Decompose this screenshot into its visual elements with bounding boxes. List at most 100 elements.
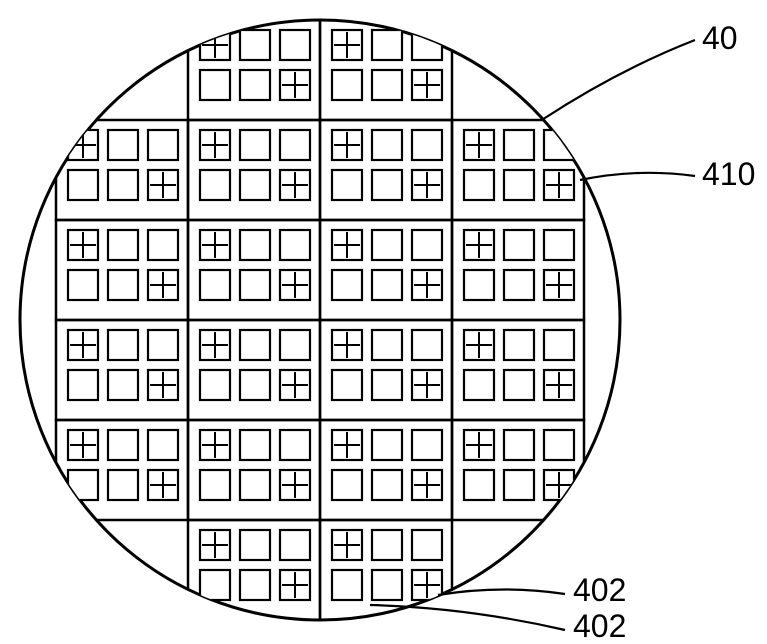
- exposure-field: [188, 420, 320, 520]
- die-plain: [148, 230, 178, 260]
- die-plain: [372, 30, 402, 60]
- die-plain: [412, 230, 442, 260]
- die-plain: [108, 270, 138, 300]
- exposure-field: [56, 220, 188, 320]
- die-plain: [412, 130, 442, 160]
- die-plain: [372, 170, 402, 200]
- wafer-leader: [543, 40, 695, 119]
- die-plain: [108, 370, 138, 400]
- exposure-field: [320, 220, 452, 320]
- die-plain: [544, 130, 574, 160]
- die-plain: [504, 270, 534, 300]
- die-plain: [280, 530, 310, 560]
- die-plain: [372, 130, 402, 160]
- die-plain: [200, 170, 230, 200]
- die-plain: [464, 370, 494, 400]
- die-plain: [332, 470, 362, 500]
- die-plain: [332, 570, 362, 600]
- exposure-field: [188, 120, 320, 220]
- die-plain: [412, 430, 442, 460]
- die-plain: [240, 570, 270, 600]
- wafer-label: 40: [702, 20, 738, 56]
- die-plain: [464, 470, 494, 500]
- die-plain: [412, 330, 442, 360]
- die-plain: [240, 230, 270, 260]
- die-plain: [504, 330, 534, 360]
- die-plain: [412, 530, 442, 560]
- die-plain: [200, 70, 230, 100]
- die-plain: [148, 130, 178, 160]
- die-plain: [332, 170, 362, 200]
- field-label: 410: [702, 156, 755, 192]
- die-plain: [372, 430, 402, 460]
- exposure-field: [320, 320, 452, 420]
- field-leader: [580, 173, 695, 180]
- die-plain: [68, 370, 98, 400]
- die-plain: [68, 270, 98, 300]
- die-plain: [148, 330, 178, 360]
- die-plain: [544, 430, 574, 460]
- die-plain: [504, 470, 534, 500]
- die-402-a-leader: [438, 589, 565, 595]
- exposure-field: [452, 220, 584, 320]
- die-plain: [504, 430, 534, 460]
- die-plain: [68, 470, 98, 500]
- die-plain: [108, 330, 138, 360]
- die-plain: [108, 170, 138, 200]
- die-plain: [280, 230, 310, 260]
- exposure-field: [452, 420, 584, 520]
- die-plain: [332, 70, 362, 100]
- die-plain: [200, 270, 230, 300]
- die-plain: [108, 230, 138, 260]
- exposure-field: [56, 120, 188, 220]
- die-plain: [372, 570, 402, 600]
- die-plain: [372, 230, 402, 260]
- die-plain: [332, 370, 362, 400]
- die-plain: [108, 130, 138, 160]
- die-plain: [464, 270, 494, 300]
- die-plain: [280, 130, 310, 160]
- die-plain: [200, 470, 230, 500]
- exposure-field: [320, 420, 452, 520]
- die-plain: [504, 230, 534, 260]
- die2-label: 402: [573, 608, 626, 644]
- die-plain: [372, 330, 402, 360]
- die-plain: [68, 170, 98, 200]
- die-plain: [504, 170, 534, 200]
- die-plain: [464, 170, 494, 200]
- die-plain: [372, 70, 402, 100]
- die-plain: [280, 430, 310, 460]
- die-plain: [240, 170, 270, 200]
- die-plain: [372, 270, 402, 300]
- exposure-field: [188, 320, 320, 420]
- die-plain: [240, 30, 270, 60]
- die-plain: [504, 130, 534, 160]
- exposure-field: [320, 20, 452, 120]
- die-plain: [240, 530, 270, 560]
- die-plain: [240, 270, 270, 300]
- exposure-field: [188, 520, 320, 620]
- die-plain: [372, 470, 402, 500]
- exposure-field: [56, 320, 188, 420]
- die-plain: [240, 470, 270, 500]
- exposure-field: [320, 120, 452, 220]
- die-plain: [108, 470, 138, 500]
- die-plain: [280, 30, 310, 60]
- die-plain: [240, 130, 270, 160]
- die-plain: [200, 370, 230, 400]
- die-plain: [108, 430, 138, 460]
- die-plain: [372, 370, 402, 400]
- die-plain: [148, 430, 178, 460]
- field-grid: [56, 20, 584, 620]
- die-plain: [240, 430, 270, 460]
- die-plain: [372, 530, 402, 560]
- die-plain: [240, 70, 270, 100]
- exposure-field: [452, 120, 584, 220]
- die-plain: [280, 330, 310, 360]
- die-plain: [544, 330, 574, 360]
- die-plain: [240, 370, 270, 400]
- die-plain: [504, 370, 534, 400]
- exposure-field: [188, 20, 320, 120]
- die-plain: [544, 230, 574, 260]
- die-plain: [240, 330, 270, 360]
